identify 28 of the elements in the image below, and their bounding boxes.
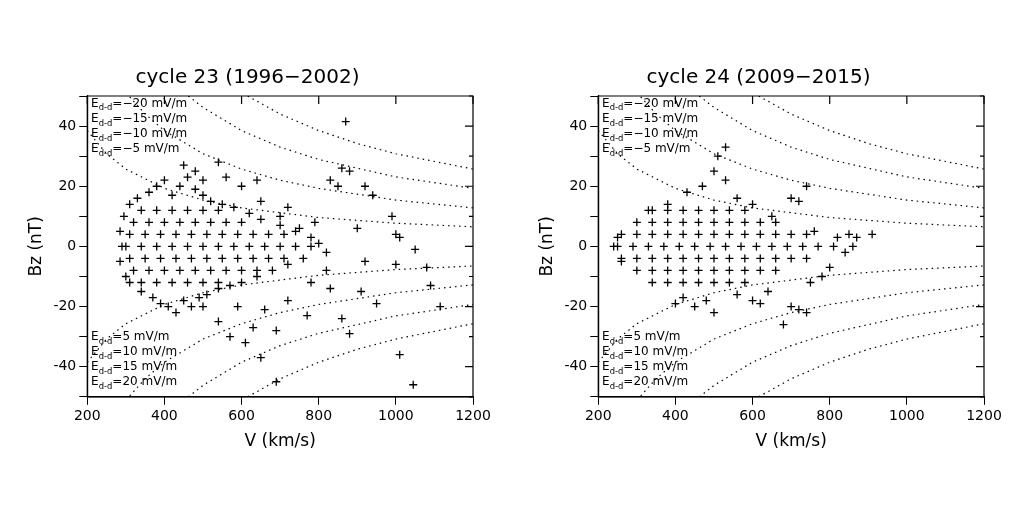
x-tick-label: 1200 xyxy=(966,406,1002,423)
y-tick-label: -40 xyxy=(564,357,588,374)
x-axis-title: V (km/s) xyxy=(244,430,316,451)
x-tick-label: 400 xyxy=(662,406,689,423)
x-tick-label: 1000 xyxy=(889,406,925,423)
y-tick-label: 40 xyxy=(58,116,77,133)
x-axis-title: V (km/s) xyxy=(755,430,827,451)
x-tick-label: 600 xyxy=(228,406,255,423)
y-tick-label: 0 xyxy=(67,237,77,254)
chart-title: cycle 23 (1996−2002) xyxy=(135,64,360,89)
x-tick-label: 800 xyxy=(305,406,333,423)
x-tick-label: 1200 xyxy=(455,406,491,423)
y-tick-label: 20 xyxy=(58,176,77,193)
chart-title: cycle 24 (2009−2015) xyxy=(646,64,871,89)
y-axis-title: Bz (nT) xyxy=(24,216,45,277)
y-tick-label: 40 xyxy=(569,116,588,133)
x-tick-label: 200 xyxy=(584,406,612,423)
x-tick-label: 800 xyxy=(816,406,844,423)
y-tick-label: -20 xyxy=(564,297,588,314)
x-tick-label: 400 xyxy=(151,406,178,423)
y-tick-label: -20 xyxy=(53,297,77,314)
y-tick-label: 20 xyxy=(569,176,588,193)
y-tick-label: 0 xyxy=(578,237,588,254)
y-axis-title: Bz (nT) xyxy=(535,216,556,277)
x-tick-label: 1000 xyxy=(378,406,414,423)
x-tick-label: 200 xyxy=(73,406,101,423)
x-tick-label: 600 xyxy=(739,406,766,423)
y-tick-label: -40 xyxy=(53,357,77,374)
